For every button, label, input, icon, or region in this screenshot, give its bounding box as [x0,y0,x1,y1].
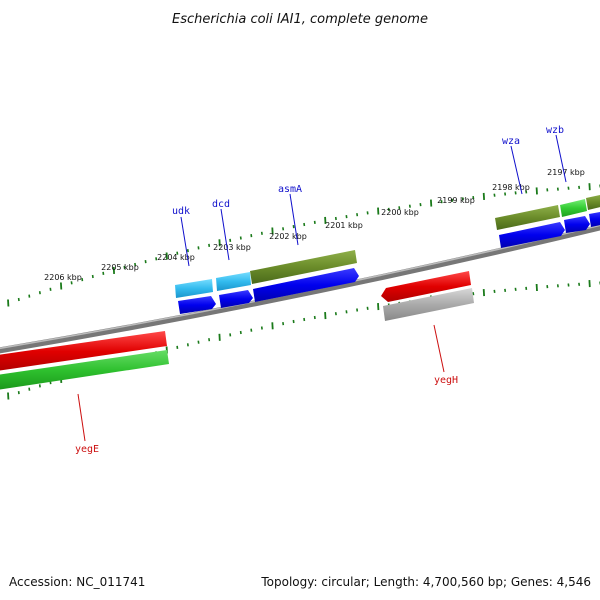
genome-backbone [0,224,600,354]
tick-label-2199: 2199 kbp [437,196,475,205]
tick-label-2205: 2205 kbp [101,263,139,272]
gene-wzb-feature[interactable] [560,199,587,217]
cds-dcd-feature[interactable] [219,290,253,308]
inner-tick-ring [7,280,600,400]
accession-text: Accession: NC_011741 [9,575,146,589]
forward-strand-features [175,194,600,314]
gene-dcd-feature[interactable] [216,272,251,291]
label-wzb[interactable]: wzb [546,125,564,136]
tick-label-2198: 2198 kbp [492,183,530,192]
genome-title: Escherichia coli IAI1, complete genome [172,12,428,27]
cds-udk-feature[interactable] [178,296,216,314]
gene-asmA-feature[interactable] [250,250,357,284]
label-dcd[interactable]: dcd [212,199,230,210]
label-yegH[interactable]: yegH [434,375,458,386]
leader-yegH [433,324,445,373]
cds-wza-feature[interactable] [499,222,565,248]
cds-next-feature[interactable] [589,211,600,227]
label-yegE[interactable]: yegE [75,444,99,455]
leader-wza [510,145,523,195]
leader-wzb [555,134,567,183]
tick-label-2203: 2203 kbp [213,243,251,252]
pseudo-yegH-feature[interactable] [383,288,474,321]
outer-tick-ring [7,183,600,307]
forward-gene-labels: udk dcd asmA wza wzb [172,125,567,267]
tick-label-2201: 2201 kbp [325,221,363,230]
tick-label-2202: 2202 kbp [269,232,307,241]
tick-label-2206: 2206 kbp [44,273,82,282]
reverse-gene-labels: yegE yegH [75,324,458,455]
label-wza[interactable]: wza [502,136,520,147]
genome-summary-text: Topology: circular; Length: 4,700,560 bp… [261,575,591,589]
reverse-strand-features [0,271,474,391]
cds-yegE-feature[interactable] [0,350,169,391]
leader-dcd [220,208,230,261]
tick-label-2197: 2197 kbp [547,168,585,177]
cds-asmA-feature[interactable] [253,268,359,302]
leader-asmA [289,193,299,246]
gene-yegE-feature[interactable] [0,331,167,372]
gene-next-feature[interactable] [586,194,600,210]
gene-wza-feature[interactable] [495,205,560,230]
gene-yegH-feature[interactable] [381,271,471,302]
label-asmA[interactable]: asmA [278,184,302,195]
leader-udk [180,216,190,267]
label-udk[interactable]: udk [172,206,190,217]
tick-label-2204: 2204 kbp [157,253,195,262]
gene-udk-feature[interactable] [175,279,213,298]
leader-yegE [77,393,86,442]
tick-labels: 2206 kbp 2205 kbp 2204 kbp 2203 kbp 2202… [44,168,585,282]
cds-wzb-feature[interactable] [564,216,590,233]
tick-label-2200: 2200 kbp [381,208,419,217]
